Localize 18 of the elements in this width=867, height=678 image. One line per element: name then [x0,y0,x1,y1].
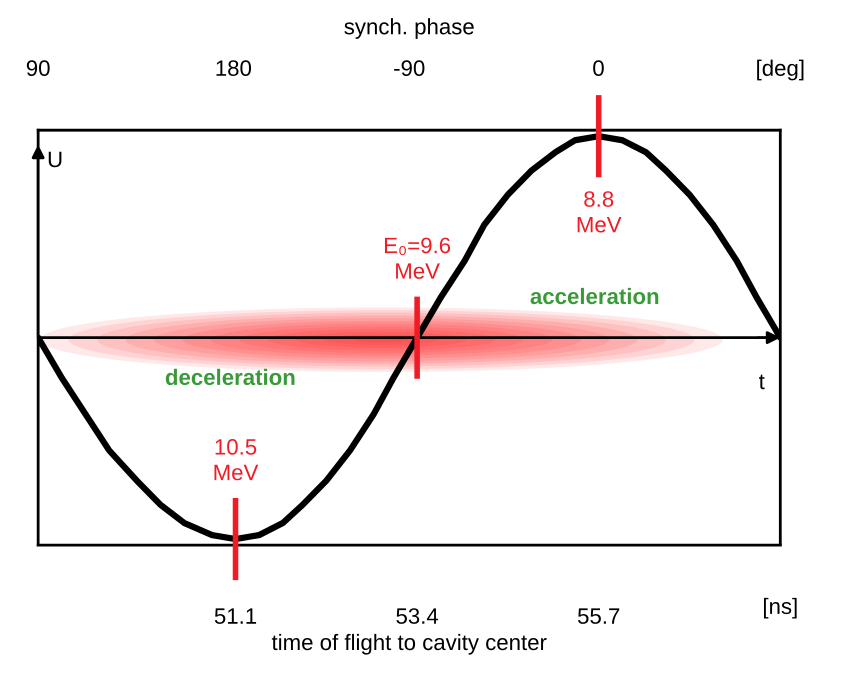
text: 0 [593,60,604,76]
text: synch. phase [344,18,474,39]
x-tick-label: 51.1 [214,608,256,624]
y-axis-title: U [48,152,62,168]
text: [deg] [757,60,804,80]
text: 90 [26,60,50,76]
annotation: acceleration [530,288,658,304]
text: -90 [394,60,424,76]
x-tick-label: 53.4 [396,608,438,624]
text: [ns] [764,598,797,619]
annotation: E₀=9.6 MeV [384,238,450,279]
x-axis-title: time of flight to cavity center [272,634,547,655]
x-tick-label: 55.7 [578,608,620,624]
annotation: 8.8 MeV [578,191,622,232]
text: 180 [216,60,252,76]
annotation: deceleration [166,368,294,386]
annotation: t [758,374,765,390]
annotation: 10.5 MeV [214,439,258,480]
